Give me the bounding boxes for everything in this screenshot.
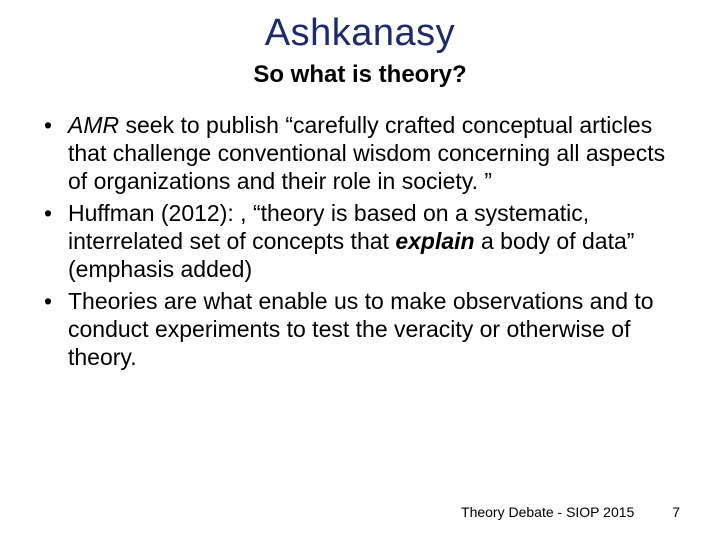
footer-text: Theory Debate - SIOP 2015 bbox=[461, 504, 634, 520]
bullet-item: AMR seek to publish “carefully crafted c… bbox=[42, 111, 678, 195]
bullet-run: Theories are what enable us to make obse… bbox=[68, 288, 654, 370]
bullet-run: explain bbox=[395, 228, 474, 254]
bullet-item: Theories are what enable us to make obse… bbox=[42, 287, 678, 371]
bullet-item: Huffman (2012): , “theory is based on a … bbox=[42, 199, 678, 283]
bullet-run: seek to publish “carefully crafted conce… bbox=[68, 112, 665, 194]
slide-title: Ashkanasy bbox=[0, 0, 720, 55]
slide-body: AMR seek to publish “carefully crafted c… bbox=[0, 89, 720, 371]
bullet-list: AMR seek to publish “carefully crafted c… bbox=[42, 111, 678, 371]
slide-footer: Theory Debate - SIOP 2015 7 bbox=[461, 504, 680, 520]
slide: Ashkanasy So what is theory? AMR seek to… bbox=[0, 0, 720, 540]
bullet-run: AMR bbox=[68, 112, 119, 138]
page-number: 7 bbox=[672, 504, 680, 520]
slide-subtitle: So what is theory? bbox=[0, 61, 720, 89]
